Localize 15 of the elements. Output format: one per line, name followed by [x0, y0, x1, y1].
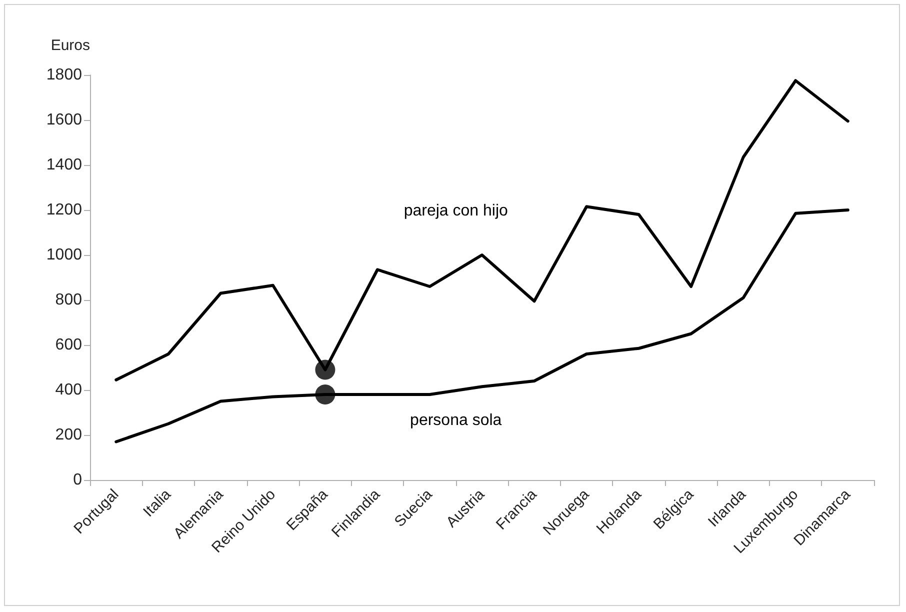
- y-tick-label: 200: [55, 426, 82, 444]
- y-axis-title: Euros: [50, 37, 90, 54]
- line-series: [114, 79, 850, 382]
- y-tick-label: 1000: [46, 246, 82, 264]
- series-label: persona sola: [410, 412, 502, 430]
- y-tick-label: 1400: [46, 156, 82, 174]
- y-tick-label: 600: [55, 336, 82, 354]
- y-tick-label: 800: [55, 292, 82, 308]
- y-tick-label: 400: [55, 382, 82, 398]
- x-tick-label: Italia: [140, 486, 175, 520]
- y-tick-label: 1800: [46, 66, 82, 84]
- y-tick-label: 1600: [46, 112, 82, 128]
- y-tick-label: 0: [73, 472, 82, 488]
- text: pareja con hijo: [404, 202, 508, 220]
- y-tick-label: 1200: [46, 202, 82, 218]
